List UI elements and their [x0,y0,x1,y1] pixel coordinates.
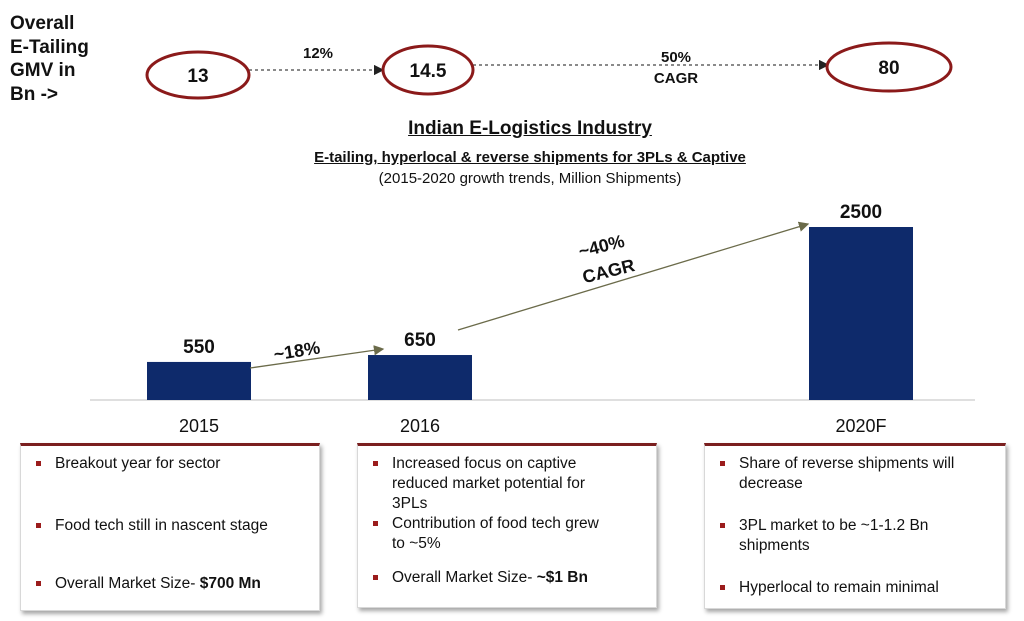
chart-subtitle: E-tailing, hyperlocal & reverse shipment… [314,149,746,166]
box-bullet: 3PL market to be ~1-1.2 Bn shipments [717,516,995,556]
growth-arrow-2 [457,221,810,331]
bar-2020F [809,227,913,400]
chart-note: (2015-2020 growth trends, Million Shipme… [378,170,682,187]
x-tick-label: 2015 [179,416,219,436]
box-bullet: Overall Market Size- ~$1 Bn [370,568,646,588]
x-tick-label: 2016 [400,416,440,436]
growth-label-1: ~18% [272,337,321,364]
gmv-flow: 13 14.5 80 12% 50% CAGR [145,41,953,100]
box-bullet: Breakout year for sector [33,454,309,474]
bar-value-label: 2500 [840,202,882,223]
info-box-2020: Share of reverse shipments will decrease… [704,443,1006,609]
bar-value-label: 650 [404,330,436,351]
gmv-label-line: Bn -> [10,83,59,105]
gmv-rate-2-cagr: CAGR [654,70,698,87]
gmv-value-2020: 80 [878,58,899,79]
growth-arrow-1 [249,345,385,369]
gmv-ellipse-2015 [145,50,251,100]
x-tick-label: 2020F [835,416,886,436]
gmv-label-line: GMV in [10,60,76,81]
gmv-label-line: E-Tailing [10,36,89,58]
bar-value-label: 550 [183,337,215,358]
gmv-value-2016: 14.5 [410,61,447,82]
chart-title: Indian E-Logistics Industry [408,118,652,139]
gmv-label-line: Overall [10,13,75,34]
growth-label-2: ~40% [577,231,627,262]
growth-label-2-cagr: CAGR [580,255,636,287]
gmv-ellipse-2020 [825,41,953,93]
gmv-rate-2: 50% [661,49,691,66]
box-bullet: Food tech still in nascent stage [33,516,309,536]
info-box-2016: Increased focus on captive reduced marke… [357,443,657,608]
gmv-label: Overall E-Tailing GMV in Bn -> [10,12,130,106]
box-bullet: Hyperlocal to remain minimal [717,578,995,598]
gmv-ellipse-2016 [381,44,475,96]
gmv-rate-1: 12% [303,45,333,62]
gmv-value-2015: 13 [187,66,208,87]
bar-2016 [368,355,472,400]
box-bullet: Contribution of food tech grew to ~5% [370,514,646,554]
box-bullet: Overall Market Size- $700 Mn [33,574,309,594]
bar-chart: 550 2015 650 2016 2500 2020F ~18% ~40% CAGR [90,202,975,436]
box-bullet: Increased focus on captive reduced marke… [370,454,646,514]
info-box-2015: Breakout year for sector Food tech still… [20,443,320,611]
box-bullet: Share of reverse shipments will decrease [717,454,995,494]
bar-2015 [147,361,251,400]
